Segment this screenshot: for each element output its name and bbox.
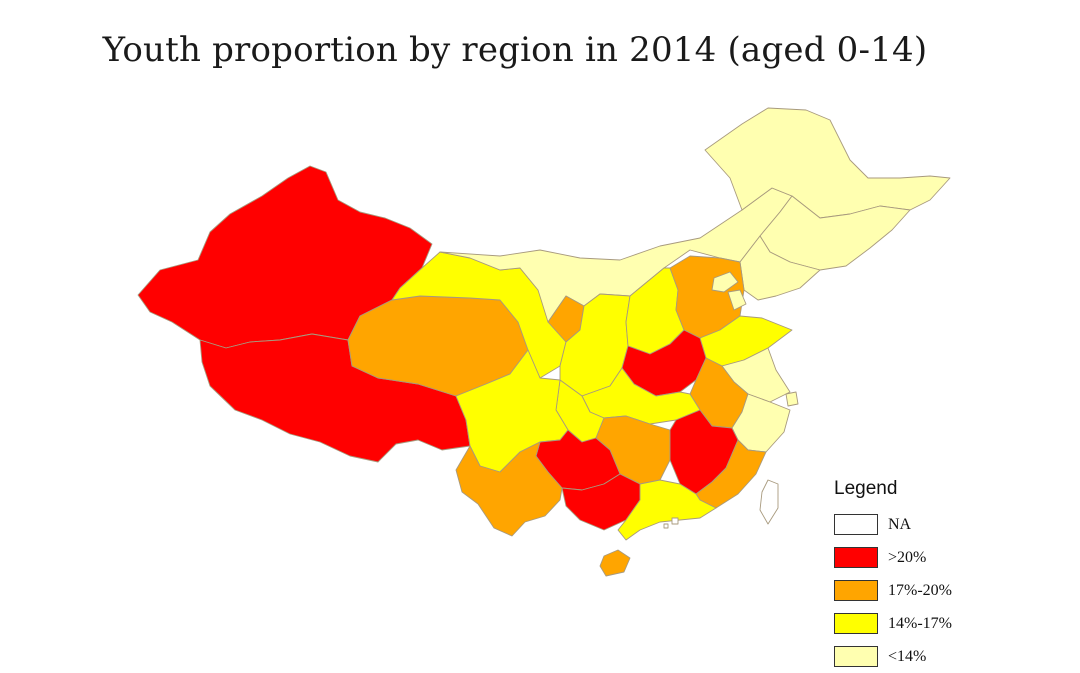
legend-item-na: NA: [834, 508, 1074, 541]
legend-item-17-20: 17%-20%: [834, 574, 1074, 607]
legend-title: Legend: [834, 478, 898, 499]
region-liaoning: [739, 235, 821, 301]
legend-swatch-under-14: [834, 646, 878, 667]
legend-label-over-20: >20%: [888, 548, 927, 566]
region-guangdong: [617, 479, 717, 541]
legend-swatch-14-17: [834, 613, 878, 634]
legend-item-under-14: <14%: [834, 640, 1074, 673]
legend-item-14-17: 14%-17%: [834, 607, 1074, 640]
region-hong-kong: [671, 517, 679, 525]
region-beijing: [711, 271, 739, 293]
legend-label-under-14: <14%: [888, 647, 927, 665]
region-shanghai: [785, 391, 799, 407]
map-title: Youth proportion by region in 2014 (aged…: [102, 30, 928, 70]
region-taiwan: [759, 479, 779, 525]
legend-label-14-17: 14%-17%: [888, 614, 952, 632]
region-tibet: [199, 333, 471, 463]
legend-swatch-over-20: [834, 547, 878, 568]
region-yunnan: [455, 441, 563, 537]
region-heilongjiang: [704, 107, 951, 219]
region-macau: [663, 523, 669, 529]
legend-item-over-20: >20%: [834, 541, 1074, 574]
legend-swatch-17-20: [834, 580, 878, 601]
legend-label-17-20: 17%-20%: [888, 581, 952, 599]
legend: Legend NA >20% 17%-20% 14%-17% <14%: [834, 478, 1074, 673]
region-hainan: [599, 549, 631, 577]
legend-swatch-na: [834, 514, 878, 535]
legend-label-na: NA: [888, 515, 912, 533]
region-tianjin: [727, 289, 747, 311]
